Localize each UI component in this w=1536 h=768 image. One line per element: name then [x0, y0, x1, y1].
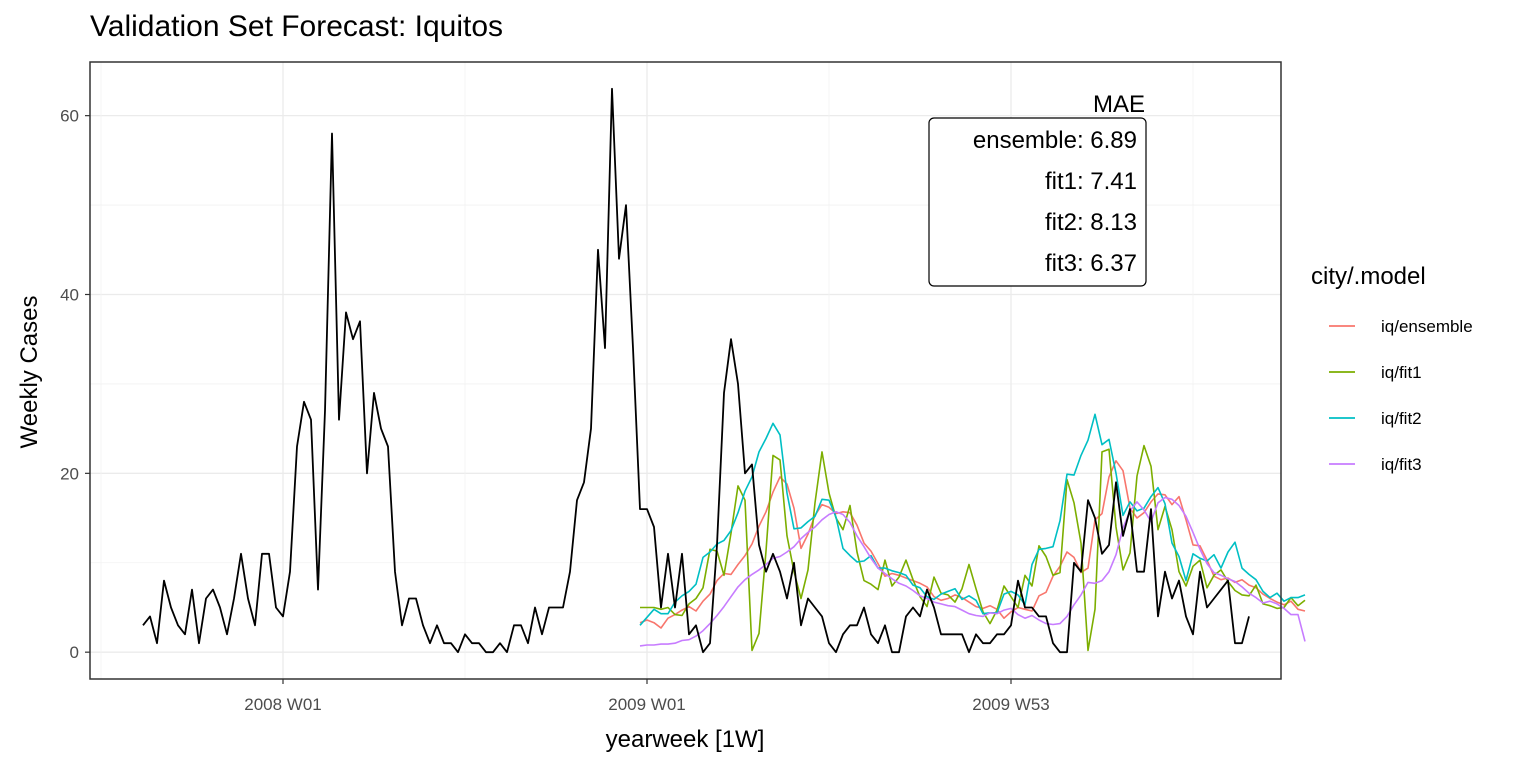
legend-label: iq/fit3 [1381, 455, 1422, 474]
plot-border [89, 61, 1282, 680]
legend-label: iq/ensemble [1381, 317, 1473, 336]
x-tick-label: 2009 W01 [608, 695, 686, 714]
y-axis-title: Weekly Cases [16, 296, 43, 449]
mae-box [928, 117, 1147, 287]
series-line-iq-fit1 [640, 444, 1306, 652]
series-layer [142, 87, 1306, 654]
mae-annotation: MAE ensemble: 6.89 fit1: 7.41 fit2: 8.13… [928, 91, 1147, 287]
y-tick-label: 40 [60, 285, 79, 304]
mae-line-fit3: fit3: 6.37 [1045, 250, 1137, 277]
series-line-iq-fit2 [639, 413, 1306, 626]
mae-line-fit2: fit2: 8.13 [1045, 209, 1137, 236]
x-axis-title: yearweek [1W] [606, 726, 765, 753]
mae-line-fit1: fit1: 7.41 [1045, 168, 1137, 195]
chart-title: Validation Set Forecast: Iquitos [90, 10, 503, 43]
x-axis: 2008 W01 2009 W01 2009 W53 [244, 679, 1050, 714]
series-line-actual [142, 87, 1250, 654]
legend-title: city/.model [1311, 263, 1426, 290]
series-line-iq-ensemble [639, 460, 1306, 629]
mae-line-ensemble: ensemble: 6.89 [973, 127, 1137, 154]
legend-label: iq/fit2 [1381, 409, 1422, 428]
y-axis: 0 20 40 60 [60, 107, 90, 662]
mae-heading: MAE [1093, 91, 1145, 118]
y-tick-label: 60 [60, 107, 79, 126]
legend-label: iq/fit1 [1381, 363, 1422, 382]
y-tick-label: 0 [70, 643, 79, 662]
y-tick-label: 20 [60, 464, 79, 483]
legend: city/.model iq/ensemble iq/fit1 iq/fit2 iq/… [1311, 263, 1473, 474]
x-tick-label: 2008 W01 [244, 695, 322, 714]
series-line-iq-fit3 [639, 496, 1306, 647]
x-tick-label: 2009 W53 [972, 695, 1050, 714]
